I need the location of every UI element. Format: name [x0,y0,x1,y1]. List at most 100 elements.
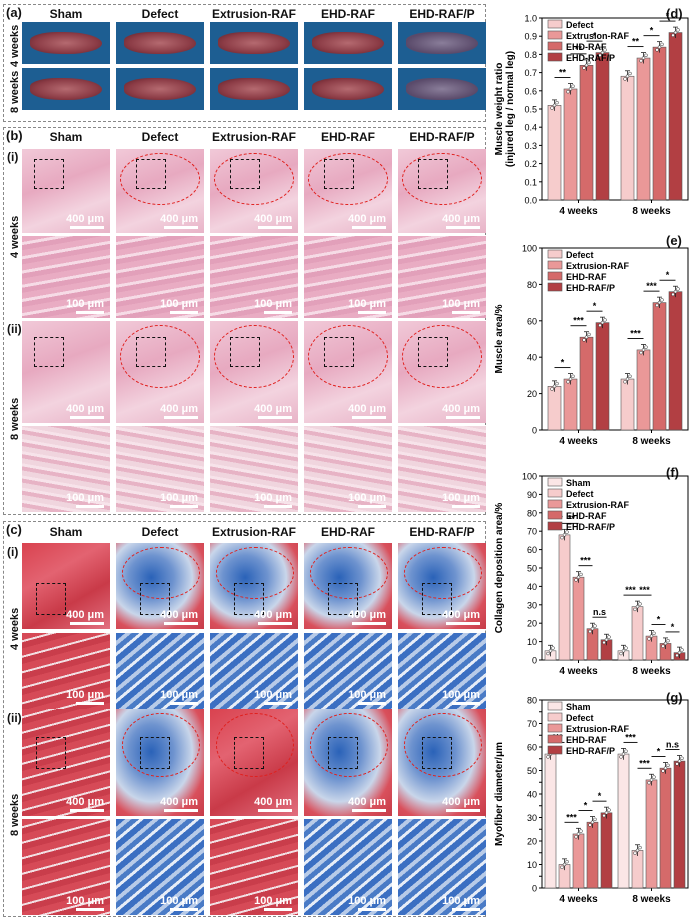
row-label-a-w8: 8 weeks [9,70,21,113]
data-point [639,59,643,63]
legend-swatch [547,52,563,62]
masson-image-r1-0: 100 μm [22,633,110,709]
data-point [633,851,637,855]
masson-image-r1-3: 100 μm [304,633,392,709]
x-tick-label: 8 weeks [632,206,671,217]
he-image-r0-3: 400 μm [304,149,392,233]
data-point [660,298,664,302]
data-point [619,651,623,656]
tissue-sample [218,32,290,54]
legend-label: Extrusion-RAF [566,31,630,41]
data-point [579,572,583,577]
data-point [555,100,559,105]
masson-image-r3-3: 100 μm [304,819,392,915]
y-tick-label: 0.7 [524,68,537,78]
significance-label: n.s [666,739,679,749]
scale-bar-large: 400 μm [66,403,104,419]
he-image-r1-3: 100 μm [304,236,392,318]
data-point [621,649,626,653]
y-tick-label: 30 [527,813,537,823]
x-tick-label: 8 weeks [632,436,671,447]
scale-bar-large: 400 μm [160,609,198,625]
data-point [649,778,654,782]
data-point [593,624,597,628]
data-point [562,862,567,867]
data-point [603,318,607,322]
significance-label: *** [580,556,591,566]
y-tick-label: 10 [527,860,537,870]
scale-bar-large: 400 μm [348,403,386,419]
bar-defect [620,75,635,201]
panel-label-b: (b) [6,128,23,143]
x-tick-label: 8 weeks [632,894,671,905]
y-tick-label: 40 [527,353,537,363]
bar-defect [631,850,644,889]
data-point [602,640,606,645]
data-point [565,859,569,864]
significance-label: *** [566,812,577,822]
data-point [582,338,586,342]
data-point [663,641,668,646]
y-tick-label: 0.5 [524,105,537,115]
y-tick-label: 60 [527,743,537,753]
masson-image-r2-1: 400 μm [116,709,204,816]
bar-sham [617,753,630,889]
data-point [638,845,642,850]
y-tick-label: 20 [527,389,537,399]
data-point [562,533,567,537]
bar-ehd-raf [586,821,599,889]
legend-swatch [547,499,563,509]
row-label-a-w4: 4 weeks [9,24,21,67]
masson-image-r3-4: 100 μm [398,819,486,915]
y-axis-label: Myofiber diameter/μm [494,742,505,846]
data-point [574,578,578,582]
photo-w4-1 [116,22,204,64]
tissue-sample [218,78,290,100]
data-point [604,638,609,642]
y-tick-label: 80 [527,696,537,706]
significance-label: * [657,615,661,625]
data-point [623,77,627,81]
y-tick-label: 30 [527,600,537,610]
data-point [675,653,679,658]
scale-bar-large: 400 μm [442,213,480,229]
significance-label: * [561,358,565,368]
data-point [603,48,607,52]
sub-label-b-i: (i) [7,150,19,164]
data-point [566,380,570,384]
bar-extrusion-raf [645,779,658,889]
region-of-interest-box [36,737,66,769]
y-tick-label: 40 [527,582,537,592]
bar-extrusion-raf [572,576,585,661]
data-point [568,87,573,91]
he-image-r2-1: 400 μm [116,321,204,423]
significance-label: *** [573,316,584,326]
chart-muscle-weight-ratio: 0.0 0.1 0.2 0.3 0.4 0.5 0.6 0.7 0.8 0.9 1.0 Muscle … [494,11,689,217]
legend-label: Sham [566,702,591,712]
data-point [677,759,682,763]
data-point [644,53,648,58]
y-tick-label: 0.9 [524,32,537,42]
tissue-sample [406,32,478,54]
column-header-a-0: Sham [49,7,83,21]
data-point [641,348,646,352]
bar-ehd-raf-p [595,52,610,201]
photo-w4-3 [304,22,392,64]
significance-label: * [666,11,670,21]
significance-label: ** [559,68,567,78]
y-tick-label: 70 [527,527,537,537]
data-point [607,808,611,812]
data-point [652,631,656,636]
masson-image-r2-0: 400 μm [22,709,110,816]
data-point [624,646,628,650]
data-point [621,752,626,756]
bar-ehd-raf-p [668,291,683,431]
significance-label: *** [625,732,636,742]
data-point [546,755,550,759]
chart-myofiber-diameter: 0 10 20 30 40 50 60 70 80 Myofiber diameter/μm 4 w… [494,696,689,905]
legend-label: EHD-RAF [566,511,607,521]
legend-label: Defect [566,489,594,499]
masson-image-r1-2: 100 μm [210,633,298,709]
data-point [600,320,605,325]
data-point [647,780,651,785]
